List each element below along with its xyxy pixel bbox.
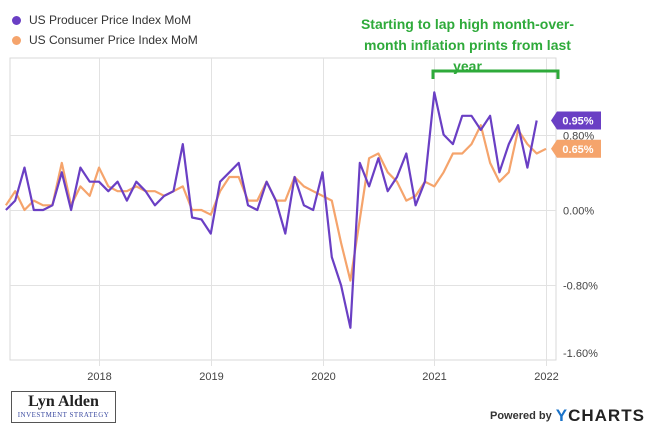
end-tag-label: 0.65% [562,144,593,156]
y-tick-label: 0.00% [563,206,594,218]
end-tag-shape [551,111,601,130]
legend-cpi-label: US Consumer Price Index MoM [29,33,198,47]
legend-item-cpi[interactable]: US Consumer Price Index MoM [12,30,198,50]
author-name: Lyn Alden [28,393,99,410]
x-tick-label: 2020 [311,371,335,383]
author-tagline: INVESTMENT STRATEGY [17,411,110,419]
y-tick-label: -0.80% [563,281,598,293]
y-tick-label: -1.60% [563,348,598,360]
ycharts-logo: YCHARTS [556,406,645,426]
bracket-line [431,69,560,79]
ycharts-logo-y: Y [555,406,569,425]
legend: US Producer Price Index MoM US Consumer … [12,10,198,50]
annotation-text: Starting to lap high month-over-month in… [360,16,575,74]
ycharts-credit[interactable]: Powered by YCHARTS [490,406,645,426]
y-tick-label: 0.80% [563,131,594,143]
gridlines [9,57,557,366]
author-logo: Lyn Alden INVESTMENT STRATEGY [11,391,116,423]
ycharts-logo-rest: CHARTS [568,406,645,425]
x-tick-label: 2018 [87,371,111,383]
legend-cpi-marker [12,35,21,45]
end-tag-cpi: 0.65% [551,139,601,158]
end-value-labels: 0.95% 0.65% [551,111,601,158]
x-tick-label: 2019 [199,371,223,383]
axes: 0.80% 0.00% -0.80% -1.60% 2018 2019 2020 2021 20… [87,131,598,384]
powered-by-label: Powered by [490,410,552,422]
x-tick-label: 2022 [534,371,558,383]
series-lines [4,91,547,329]
annotation-bracket [431,69,560,79]
legend-ppi-label: US Producer Price Index MoM [29,13,192,27]
legend-ppi-marker [12,15,21,25]
plot-frame [9,57,557,361]
end-tag-shape [551,139,601,158]
legend-item-ppi[interactable]: US Producer Price Index MoM [12,10,198,30]
series-line-ppi [5,91,538,329]
end-tag-label: 0.95% [562,116,593,128]
end-tag-ppi: 0.95% [551,111,601,130]
x-tick-label: 2021 [422,371,446,383]
